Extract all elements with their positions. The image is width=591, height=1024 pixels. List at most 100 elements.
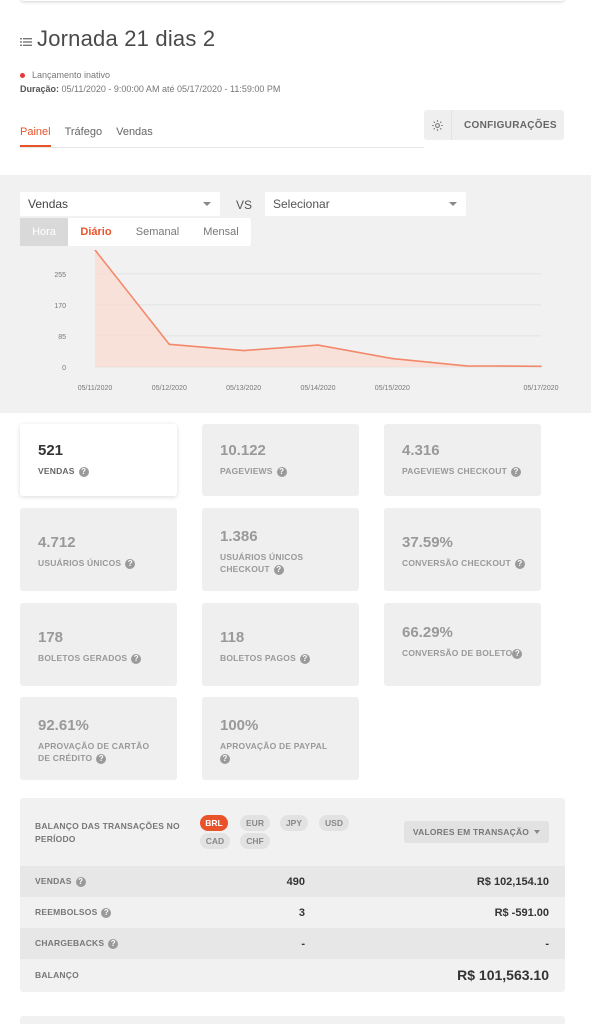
chevron-down-icon — [449, 202, 457, 206]
row-label: REEMBOLSOS? — [35, 907, 112, 918]
x-tick-label: 05/17/2020 — [523, 385, 558, 392]
currency-chip-chf[interactable]: CHF — [240, 833, 270, 849]
row-amount: - — [545, 937, 549, 950]
data-point — [317, 344, 319, 346]
previous-card-edge — [20, 0, 565, 1]
metric-select-value: Vendas — [28, 197, 69, 211]
x-tick-label: 05/13/2020 — [226, 385, 261, 392]
series-area — [95, 250, 541, 367]
row-label: VENDAS? — [35, 876, 86, 887]
stat-card-boletos-pagos[interactable]: 118 BOLETOS PAGOS? — [202, 603, 359, 686]
sales-area-chart: 0 85 170 255 05/11/2020 05/12/2020 05/13/2020 0… — [54, 250, 559, 392]
help-icon[interactable]: ? — [273, 564, 284, 575]
stat-card-conversao-checkout[interactable]: 37.59% CONVERSÃO CHECKOUT? — [384, 508, 541, 591]
stat-card-boletos-gerados[interactable]: 178 BOLETOS GERADOS? — [20, 603, 177, 686]
stat-label: VENDAS? — [38, 465, 177, 477]
help-icon[interactable]: ? — [220, 753, 230, 764]
help-icon[interactable]: ? — [276, 466, 287, 477]
row-count: 490 — [286, 875, 305, 888]
table-row: REEMBOLSOS? 3 R$ -591.00 — [20, 897, 565, 928]
transaction-values-dropdown[interactable]: VALORES EM TRANSAÇÃO — [404, 821, 549, 843]
stat-value: 66.29% — [402, 624, 453, 641]
row-label: BALANÇO — [35, 969, 79, 980]
metric-select[interactable]: Vendas — [20, 192, 220, 216]
help-icon[interactable]: ? — [75, 876, 86, 887]
stat-label: CONVERSÃO DE BOLETO? — [402, 647, 527, 659]
data-point — [391, 357, 394, 360]
table-row: VENDAS? 490 R$ 102,154.10 — [20, 866, 565, 897]
y-tick-label: 255 — [54, 272, 66, 279]
compare-select[interactable]: Selecionar — [265, 192, 466, 216]
help-icon[interactable]: ? — [299, 653, 310, 664]
data-point — [465, 365, 468, 367]
status-dot — [20, 72, 25, 78]
stat-card-aprovacao-cartao[interactable]: 92.61% APROVAÇÃO DE CARTÃO DE CRÉDITO? — [20, 697, 177, 780]
tab-vendas[interactable]: Vendas — [116, 126, 153, 138]
balance-heading: BALANÇO DAS TRANSAÇÕES NO PERÍODO — [35, 821, 180, 844]
tab-painel[interactable]: Painel — [20, 118, 51, 147]
stat-label: CONVERSÃO CHECKOUT? — [402, 557, 541, 569]
period-tab-hora[interactable]: Hora — [20, 218, 68, 246]
help-icon[interactable]: ? — [131, 653, 142, 664]
stat-value: 178 — [38, 629, 64, 646]
stat-card-pageviews-checkout[interactable]: 4.316 PAGEVIEWS CHECKOUT? — [384, 424, 541, 496]
stat-value: 37.59% — [402, 534, 453, 551]
settings-button-label: CONFIGURAÇÕES — [464, 119, 557, 131]
period-tab-semanal[interactable]: Semanal — [135, 226, 180, 238]
tab-trafego[interactable]: Tráfego — [64, 126, 103, 138]
vs-label: VS — [236, 198, 253, 212]
currency-chip-eur[interactable]: EUR — [240, 815, 270, 831]
row-amount: R$ -591.00 — [494, 906, 549, 919]
stat-card-usuarios-unicos[interactable]: 4.712 USUÁRIOS ÚNICOS? — [20, 508, 177, 591]
help-icon[interactable]: ? — [510, 466, 521, 477]
row-count: 3 — [298, 906, 305, 919]
main-tabs: Painel Tráfego Vendas — [20, 118, 424, 148]
help-icon[interactable]: ? — [78, 466, 89, 477]
stat-card-pageviews[interactable]: 10.122 PAGEVIEWS? — [202, 424, 359, 496]
currency-chip-cad[interactable]: CAD — [200, 833, 230, 849]
transactions-balance-panel: BALANÇO DAS TRANSAÇÕES NO PERÍODO BRL EU… — [20, 798, 565, 992]
help-icon[interactable]: ? — [512, 648, 523, 659]
help-icon[interactable]: ? — [108, 938, 119, 949]
gear-icon — [424, 110, 452, 140]
currency-chip-jpy[interactable]: JPY — [280, 815, 308, 831]
data-point — [540, 365, 542, 368]
stat-label: USUÁRIOS ÚNICOS CHECKOUT? — [220, 552, 304, 575]
help-icon[interactable]: ? — [514, 558, 525, 569]
data-point — [168, 343, 171, 346]
stat-value: 118 — [220, 629, 245, 646]
help-icon[interactable]: ? — [101, 907, 112, 918]
period-tab-diario[interactable]: Diário — [80, 226, 112, 238]
x-tick-label: 05/12/2020 — [152, 385, 187, 392]
stat-card-conversao-boleto[interactable]: 66.29% CONVERSÃO DE BOLETO? — [384, 603, 541, 686]
stat-card-vendas[interactable]: 521 VENDAS? — [20, 424, 177, 496]
row-amount: R$ 101,563.10 — [457, 966, 549, 983]
transaction-values-label: VALORES EM TRANSAÇÃO — [412, 827, 530, 837]
period-tab-mensal[interactable]: Mensal — [203, 226, 239, 238]
stat-card-aprovacao-paypal[interactable]: 100% APROVAÇÃO DE PAYPAL? — [202, 697, 359, 780]
currency-chip-usd[interactable]: USD — [319, 815, 349, 831]
stat-label: USUÁRIOS ÚNICOS? — [38, 557, 177, 569]
next-card-edge — [20, 1016, 565, 1024]
table-row: CHARGEBACKS? - - — [20, 928, 565, 959]
help-icon[interactable]: ? — [125, 558, 136, 569]
stat-value: 4.712 — [38, 534, 76, 551]
stat-value: 521 — [38, 442, 64, 459]
duration-line: Duração: 05/11/2020 - 9:00:00 AM até 05/… — [20, 84, 280, 94]
chevron-down-icon — [534, 830, 541, 834]
x-tick-label: 05/11/2020 — [78, 385, 113, 392]
data-point — [94, 250, 96, 251]
currency-chip-brl[interactable]: BRL — [200, 815, 228, 831]
stat-value: 1.386 — [220, 528, 258, 545]
y-tick-label: 85 — [58, 334, 66, 341]
help-icon[interactable]: ? — [96, 753, 107, 764]
stat-label: APROVAÇÃO DE CARTÃO DE CRÉDITO? — [38, 741, 150, 764]
stat-card-usuarios-unicos-checkout[interactable]: 1.386 USUÁRIOS ÚNICOS CHECKOUT? — [202, 508, 359, 591]
stat-value: 10.122 — [220, 442, 266, 459]
settings-button[interactable]: CONFIGURAÇÕES — [424, 110, 564, 140]
stat-label: BOLETOS PAGOS? — [220, 652, 359, 664]
stat-value: 4.316 — [402, 442, 440, 459]
row-count: - — [301, 937, 305, 950]
page-title-row: Jornada 21 dias 2 — [20, 26, 215, 52]
page-title: Jornada 21 dias 2 — [37, 26, 216, 51]
